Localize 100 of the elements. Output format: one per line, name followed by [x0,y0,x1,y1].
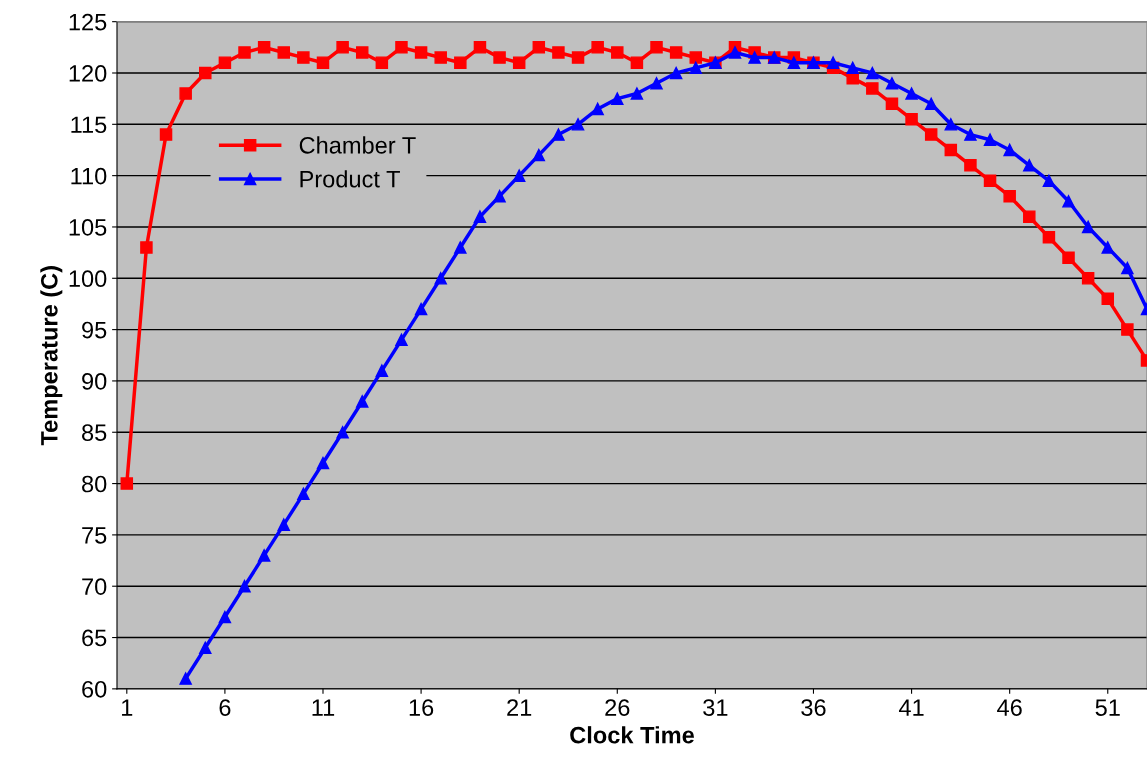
y-tick-label: 120 [69,65,107,82]
point [355,46,369,59]
point [238,46,251,59]
point [512,169,526,182]
y-tick-label: 65 [82,629,107,647]
point [983,174,997,188]
point [905,112,918,126]
x-tick-label: 26 [605,699,630,716]
point [885,77,899,90]
point [493,189,506,203]
point [512,56,526,69]
x-tick-label: 16 [409,699,434,716]
point [630,87,644,100]
point [983,133,997,146]
point [924,97,938,111]
point [1042,230,1056,244]
point [728,46,742,59]
point [591,41,604,54]
x-axis-title: Clock Time [570,726,694,744]
point [846,61,859,75]
y-tick-label: 115 [71,116,107,134]
point [1062,195,1075,208]
point [866,82,879,95]
point [964,159,977,172]
point [414,302,428,316]
point [395,333,408,347]
x-tick-label: 1 [122,699,133,716]
y-tick-label: 100 [69,270,107,288]
y-tick-label: 105 [69,219,107,236]
y-tick-label: 110 [71,167,107,185]
point [277,518,291,531]
point [866,66,879,80]
point [257,549,271,562]
y-axis-title: Temperature (C) [40,266,63,446]
y-tick-label: 125 [69,13,107,31]
point [297,487,310,501]
point [277,46,291,59]
point [179,672,192,685]
point [1081,272,1095,285]
point [316,56,330,69]
point [238,579,251,593]
point [611,46,624,59]
point [1081,220,1095,234]
point [532,148,546,162]
point [395,41,408,54]
point [218,56,232,69]
point [1101,292,1115,306]
point [1003,143,1016,157]
point [689,61,703,75]
point [375,56,389,69]
point [571,118,585,131]
point [650,41,663,54]
point [944,143,958,157]
point [944,118,958,131]
point [611,92,624,105]
y-tick-label: 60 [82,680,107,698]
point [924,128,938,141]
y-tick-label: 80 [82,475,107,493]
y-tick-label: 90 [82,373,107,390]
point [493,51,506,64]
point [1023,159,1036,172]
point [473,41,487,54]
point [316,456,330,470]
point [630,56,644,69]
point [434,272,447,285]
point [159,128,173,141]
x-tick-label: 11 [312,699,335,716]
point [218,610,232,624]
x-tick-label: 51 [1095,699,1120,716]
point [336,425,349,439]
point [1023,210,1036,223]
x-tick-label: 6 [219,699,231,716]
point [748,51,761,64]
point [336,41,349,54]
point [1101,241,1115,254]
point [552,128,565,141]
point [532,41,546,54]
point [787,56,801,69]
point [689,51,703,64]
legend-label: Chamber T [299,136,416,154]
x-tick-label: 46 [997,699,1022,716]
point [434,51,447,64]
point [669,46,683,59]
point [650,77,663,90]
y-tick-label: 85 [82,424,107,442]
y-tick-label: 95 [82,321,107,339]
x-tick-label: 31 [703,699,728,716]
point [1121,323,1134,336]
point [257,41,271,54]
y-tick-label: 70 [82,578,107,595]
point [1062,251,1075,265]
point [454,56,467,69]
point [297,51,310,64]
point [669,66,683,80]
point [454,241,467,254]
legend-label: Product T [300,170,400,188]
point [1003,189,1016,203]
point [552,46,565,59]
y-tick-label: 75 [82,527,107,544]
point [571,51,585,64]
